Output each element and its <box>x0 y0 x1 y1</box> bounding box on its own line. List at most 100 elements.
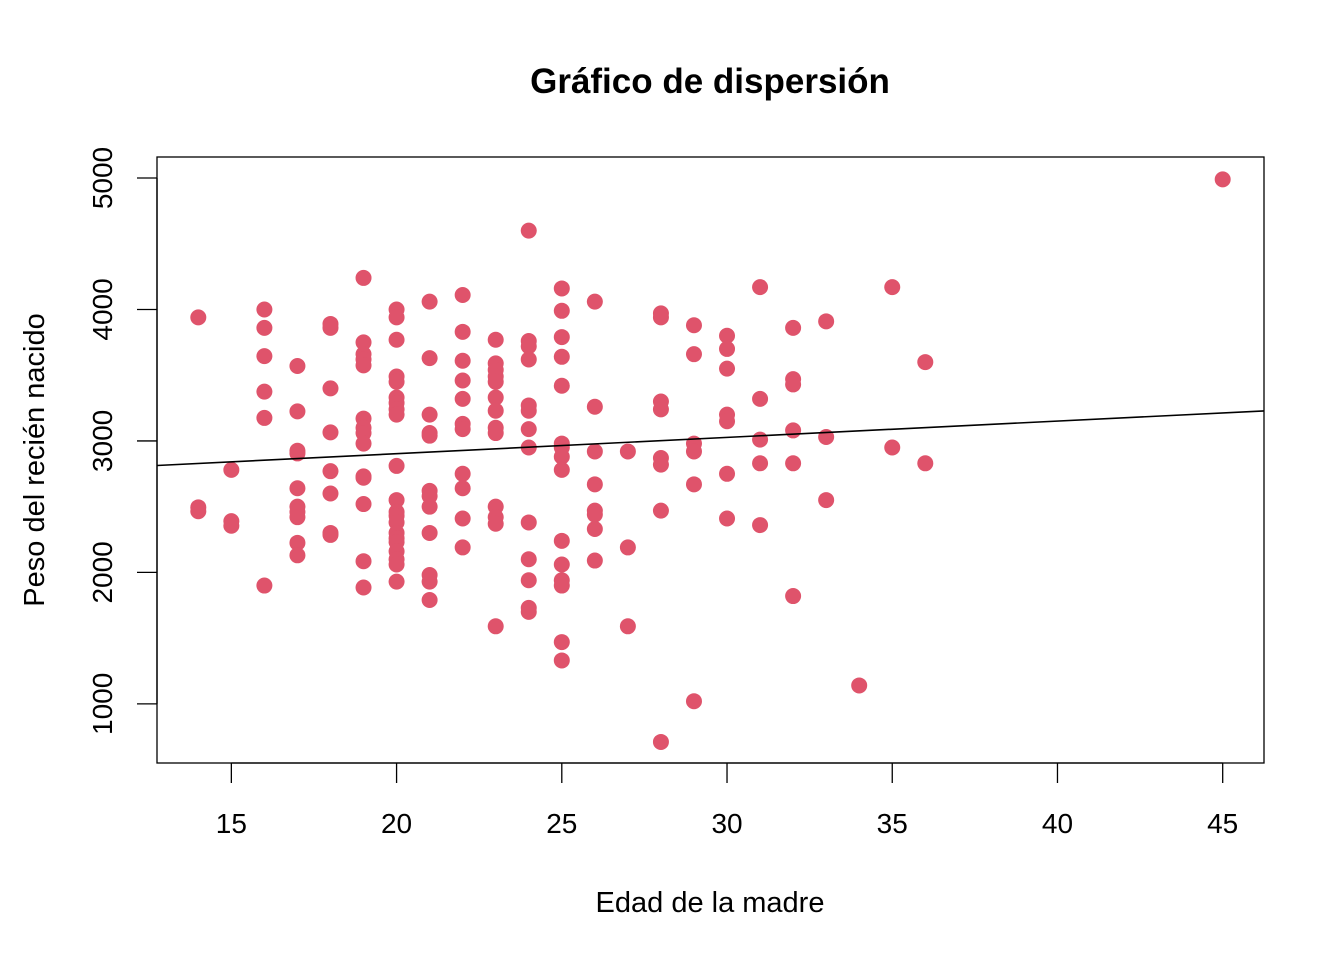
data-point <box>190 503 207 520</box>
data-point <box>719 465 736 482</box>
data-point <box>520 402 537 419</box>
data-point <box>553 302 570 319</box>
data-point <box>421 591 438 608</box>
data-point <box>553 280 570 297</box>
data-point <box>719 360 736 377</box>
data-point <box>553 652 570 669</box>
data-point <box>520 572 537 589</box>
data-point <box>520 421 537 438</box>
data-point <box>421 524 438 541</box>
data-point <box>421 427 438 444</box>
data-point <box>487 402 504 419</box>
data-point <box>322 424 339 441</box>
data-point <box>752 455 769 472</box>
data-point <box>289 403 306 420</box>
data-point <box>289 534 306 551</box>
plot-area <box>156 156 1265 764</box>
data-point <box>256 301 273 318</box>
data-point <box>553 377 570 394</box>
data-point <box>553 348 570 365</box>
y-tick-label: 1000 <box>87 673 118 735</box>
data-point <box>454 465 471 482</box>
data-point <box>719 510 736 527</box>
data-point <box>223 517 240 534</box>
data-point <box>520 222 537 239</box>
data-points <box>190 171 1231 750</box>
data-point <box>454 539 471 556</box>
data-point <box>785 319 802 336</box>
data-point <box>223 461 240 478</box>
data-point <box>454 352 471 369</box>
data-point <box>487 389 504 406</box>
data-point <box>421 293 438 310</box>
data-point <box>685 317 702 334</box>
data-point <box>586 293 603 310</box>
data-point <box>818 428 835 445</box>
data-point <box>619 539 636 556</box>
data-point <box>586 443 603 460</box>
data-point <box>289 358 306 375</box>
data-point <box>719 327 736 344</box>
data-point <box>388 573 405 590</box>
data-point <box>388 492 405 509</box>
data-point <box>487 331 504 348</box>
data-point <box>685 693 702 710</box>
chart-title: Gráfico de dispersión <box>530 62 890 101</box>
data-point <box>454 421 471 438</box>
data-point <box>752 390 769 407</box>
data-point <box>289 480 306 497</box>
data-point <box>454 323 471 340</box>
data-point <box>818 313 835 330</box>
data-point <box>322 380 339 397</box>
data-point <box>322 485 339 502</box>
data-point <box>388 457 405 474</box>
y-tick-label: 5000 <box>87 147 118 209</box>
data-point <box>388 309 405 326</box>
data-point <box>421 406 438 423</box>
data-point <box>752 431 769 448</box>
y-tick-label: 3000 <box>87 410 118 472</box>
data-point <box>785 588 802 605</box>
data-point <box>487 373 504 390</box>
x-tick-label: 30 <box>711 808 742 839</box>
data-point <box>553 461 570 478</box>
data-point <box>553 329 570 346</box>
data-point <box>851 677 868 694</box>
data-point <box>520 551 537 568</box>
data-point <box>289 509 306 526</box>
data-point <box>421 350 438 367</box>
y-tick-label: 2000 <box>87 541 118 603</box>
data-point <box>355 334 372 351</box>
data-point <box>454 287 471 304</box>
data-point <box>355 469 372 486</box>
data-point <box>322 319 339 336</box>
data-point <box>487 425 504 442</box>
data-point <box>355 553 372 570</box>
data-point <box>619 618 636 635</box>
data-point <box>553 634 570 651</box>
data-point <box>917 354 934 371</box>
x-tick-label: 15 <box>216 808 247 839</box>
data-point <box>785 455 802 472</box>
data-point <box>752 279 769 296</box>
x-tick-label: 25 <box>546 808 577 839</box>
data-point <box>190 309 207 326</box>
data-point <box>685 476 702 493</box>
data-point <box>289 547 306 564</box>
data-point <box>355 357 372 374</box>
y-tick-label: 4000 <box>87 278 118 340</box>
data-point <box>487 515 504 532</box>
data-point <box>256 319 273 336</box>
data-point <box>619 443 636 460</box>
data-point <box>256 577 273 594</box>
data-point <box>388 373 405 390</box>
data-point <box>256 348 273 365</box>
y-axis-label: Peso del recién nacido <box>19 313 51 606</box>
data-point <box>586 506 603 523</box>
data-point <box>454 510 471 527</box>
data-point <box>520 514 537 531</box>
x-axis-label: Edad de la madre <box>596 887 825 919</box>
data-point <box>520 603 537 620</box>
x-tick-label: 40 <box>1042 808 1073 839</box>
